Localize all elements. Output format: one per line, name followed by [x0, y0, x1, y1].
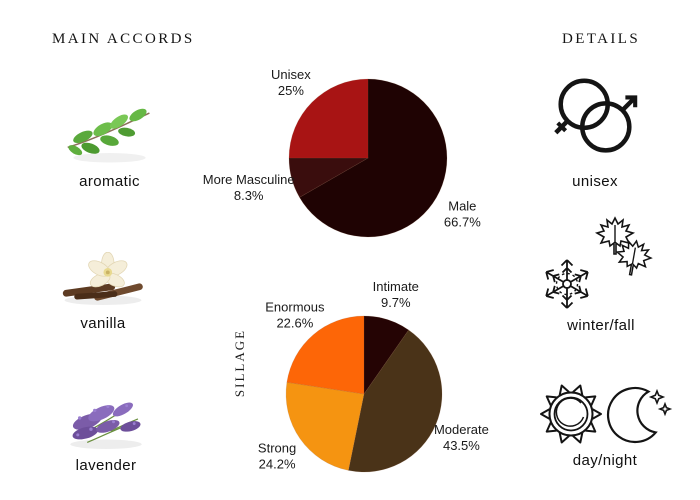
detail-label-unisex: unisex — [572, 173, 618, 190]
pie-slice-enormous — [286, 315, 365, 395]
pie-label-intimate: Intimate 9.7% — [373, 279, 419, 310]
pie-slice-strong — [285, 381, 365, 471]
pie-label-unisex: Unisex 25% — [271, 67, 311, 98]
vanilla-flower-image — [62, 252, 143, 305]
accord-item-aromatic: aromatic — [57, 100, 162, 190]
gender-pie-chart: Male 66.7% More Masculine 8.3% Unisex 25% — [203, 67, 481, 238]
mars-arrow — [620, 95, 637, 112]
unisex-gender-icon — [554, 78, 638, 153]
pie-label-male: Male 66.7% — [444, 199, 481, 230]
day-night-icon — [540, 384, 673, 444]
accord-item-vanilla: vanilla — [50, 252, 156, 332]
details-heading: DETAILS — [562, 31, 641, 47]
snowflake-icon — [542, 259, 592, 309]
sparkle-star-icon — [657, 401, 673, 417]
detail-label-winter-fall: winter/fall — [567, 317, 635, 334]
moon-icon — [606, 386, 673, 444]
pie-slice-intimate — [363, 315, 410, 396]
accord-label-vanilla: vanilla — [80, 315, 126, 332]
pie-label-moderate: Moderate 43.5% — [434, 422, 489, 453]
pie-slice-unisex — [288, 78, 369, 159]
pie-label-more-masculine: More Masculine 8.3% — [203, 172, 295, 203]
sparkle-star-icon — [648, 388, 666, 406]
accord-item-lavender: lavender — [55, 382, 157, 474]
venus-crossbar — [556, 121, 568, 133]
winter-fall-icon — [542, 217, 655, 309]
pie-label-strong: Strong 24.2% — [258, 441, 296, 472]
lavender-sprig-image — [70, 402, 142, 449]
detail-item-winter-fall: winter/fall — [535, 212, 667, 334]
main-accords-heading: MAIN ACCORDS — [52, 31, 195, 47]
pie-slice-more-masculine — [288, 157, 370, 198]
detail-item-day-night: day/night — [537, 381, 673, 469]
accord-label-aromatic: aromatic — [79, 173, 140, 190]
accord-label-lavender: lavender — [75, 457, 137, 474]
pie-slice-moderate — [348, 329, 443, 473]
detail-label-day-night: day/night — [572, 452, 638, 469]
aromatic-sprig-image — [67, 108, 150, 163]
pie-slice-male — [299, 78, 448, 238]
pie-label-enormous: Enormous 22.6% — [265, 300, 325, 331]
sun-icon — [540, 384, 602, 444]
detail-item-unisex: unisex — [545, 70, 645, 190]
sillage-pie-chart: Intimate 9.7% Moderate 43.5% Strong 24.2% Enor… — [258, 279, 489, 473]
